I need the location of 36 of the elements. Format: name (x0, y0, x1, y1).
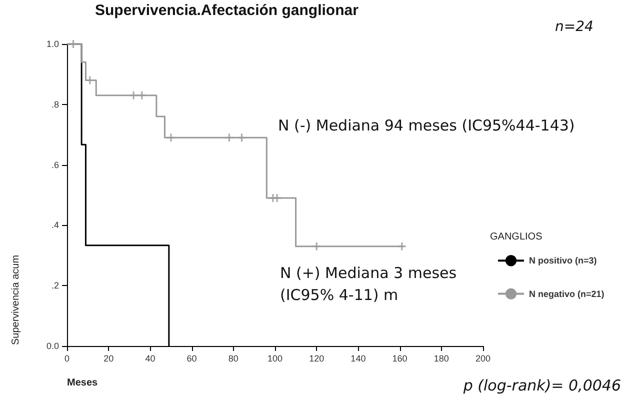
x-tick-label: 40 (145, 354, 156, 364)
point (312, 242, 321, 250)
y-axis-title: Supervivencia acum (10, 254, 22, 345)
x-tick-label: 0 (64, 354, 70, 364)
y-tick-label: .2 (51, 280, 59, 291)
x-tick-label: 80 (228, 354, 238, 364)
point (69, 40, 78, 48)
legend-label: N negativo (n=21) (529, 288, 604, 299)
x-tick-label: 140 (350, 354, 366, 364)
y-tick-label: 0.0 (46, 341, 59, 351)
x-axis-title: Meses (67, 378, 98, 388)
chart-title: Supervivencia.Afectación ganglionar (95, 2, 359, 19)
x-tick-label: 60 (186, 354, 197, 364)
x-tick-label: 160 (392, 354, 408, 364)
legend-title: GANGLIOS (490, 232, 543, 242)
legend-label: N positivo (n=3) (529, 256, 597, 266)
point (225, 134, 234, 142)
y-tick-label: .6 (51, 160, 59, 170)
annotation: N (-) Mediana 94 meses (IC95%44-143) (278, 116, 575, 134)
x-tick-label: 100 (267, 354, 283, 364)
text: n=24 (555, 19, 594, 35)
text: p (log-rank)= 0,0046 (462, 376, 622, 394)
y-tick-label: 1.0 (46, 39, 59, 49)
y-tick-label: .8 (51, 99, 59, 110)
point (398, 242, 406, 250)
x-tick-label: 20 (104, 354, 114, 364)
point (130, 91, 138, 100)
x-tick-label: 180 (434, 354, 449, 364)
x-tick-label: 200 (475, 354, 491, 364)
annotation: N (+) Mediana 3 meses (IC95% 4-11) m (280, 264, 457, 304)
y-tick-label: .4 (51, 220, 59, 230)
point (238, 134, 246, 142)
point (273, 194, 282, 202)
x-tick-label: 120 (309, 354, 324, 364)
point (138, 91, 146, 100)
point (167, 134, 175, 142)
